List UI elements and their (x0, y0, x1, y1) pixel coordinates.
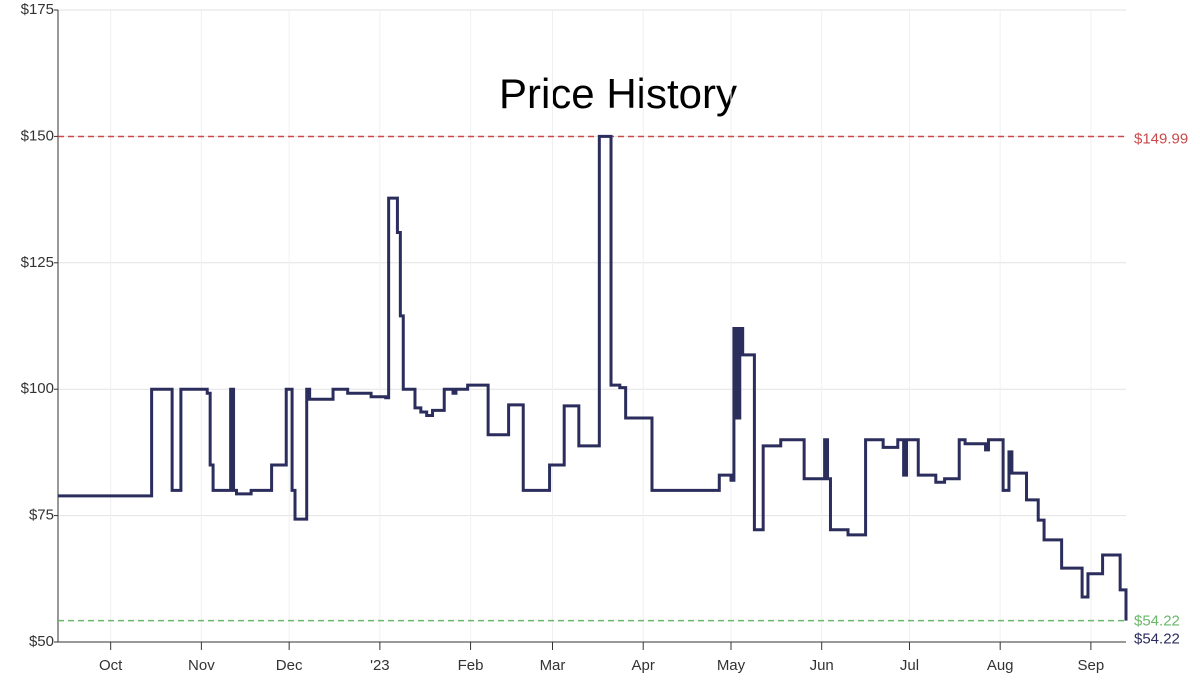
y-tick-label: $150 (21, 127, 54, 144)
x-tick-label: May (717, 657, 746, 674)
y-tick-label: $125 (21, 254, 54, 271)
x-tick-label: Dec (276, 657, 303, 674)
x-tick-label: Nov (188, 657, 215, 674)
x-tick-label: '23 (370, 657, 390, 674)
x-tick-label: Jul (900, 657, 919, 674)
price-line (58, 134, 1128, 621)
reference-label: $149.99 (1134, 130, 1188, 147)
reference-label: $54.22 (1134, 613, 1180, 630)
x-tick-label: Feb (458, 657, 484, 674)
x-tick-label: Sep (1078, 657, 1105, 674)
x-tick-label: Aug (987, 657, 1014, 674)
current-price-label: $54.22 (1134, 631, 1180, 648)
x-tick-label: Apr (632, 657, 655, 674)
x-tick-label: Oct (99, 657, 123, 674)
x-tick-label: Jun (810, 657, 834, 674)
x-tick-label: Mar (540, 657, 566, 674)
y-tick-label: $50 (29, 633, 54, 650)
y-tick-label: $175 (21, 1, 54, 18)
y-tick-label: $75 (29, 507, 54, 524)
chart-title: Price History (499, 70, 737, 117)
y-tick-label: $100 (21, 380, 54, 397)
